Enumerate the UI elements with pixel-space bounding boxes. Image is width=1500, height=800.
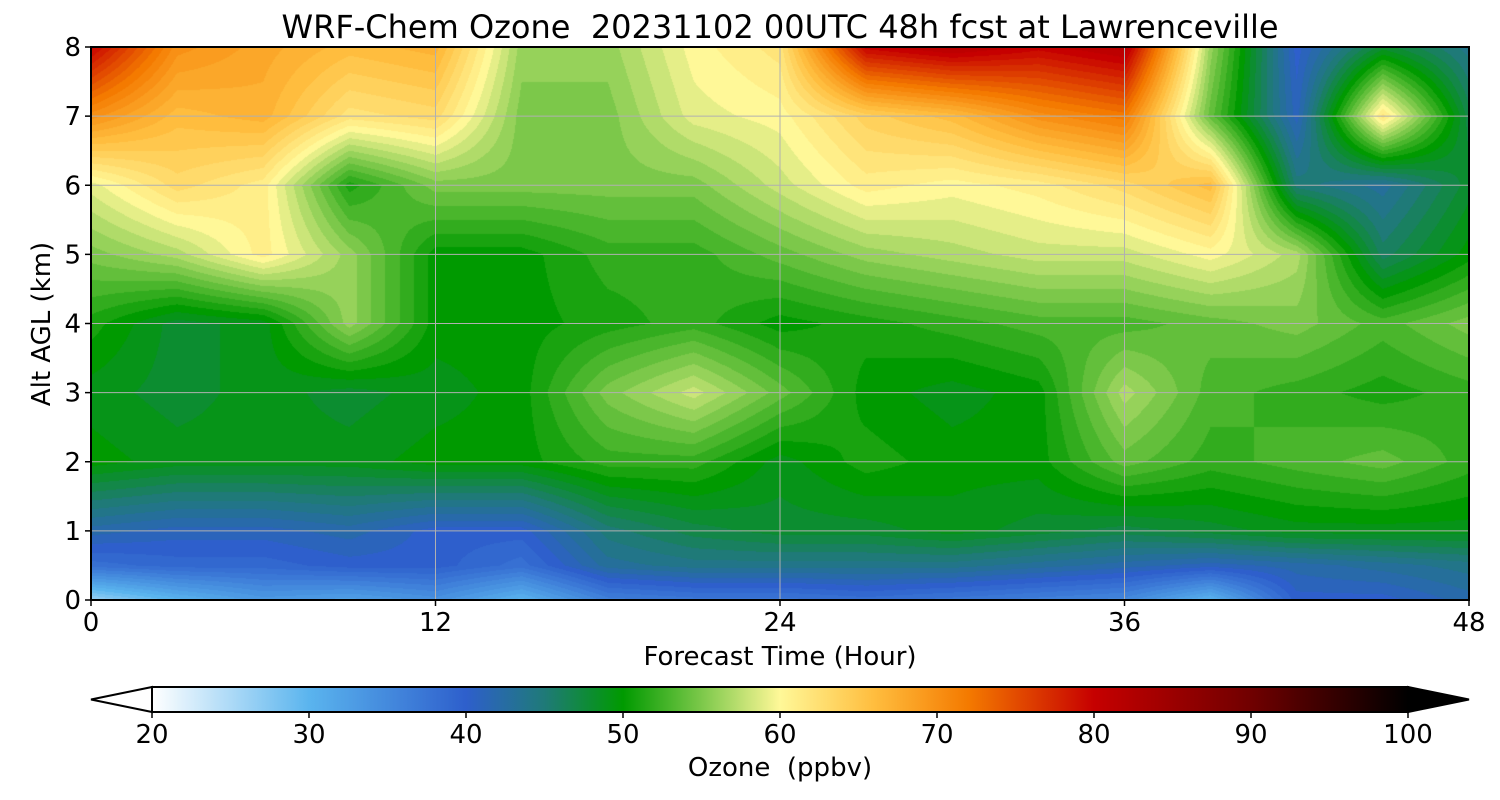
grid-lines: [91, 47, 1469, 600]
colorbar-tick-label: 70: [920, 720, 953, 750]
y-tick-label: 4: [64, 310, 81, 340]
y-tick-label: 6: [64, 171, 81, 201]
x-tick-label: 0: [83, 608, 100, 638]
colorbar: 20 30 40 50 60 70 80 90 100 Ozone (ppbv): [90, 685, 1470, 783]
y-axis-label: Alt AGL (km): [27, 242, 57, 406]
y-tick-label: 5: [64, 240, 81, 270]
x-axis-label: Forecast Time (Hour): [643, 642, 916, 672]
y-tick-label: 1: [64, 517, 81, 547]
x-tick-label: 24: [763, 608, 796, 638]
y-tick-label: 2: [64, 448, 81, 478]
colorbar-tick-label: 50: [606, 720, 639, 750]
colorbar-tick-label: 40: [449, 720, 482, 750]
y-tick-label: 0: [64, 586, 81, 616]
colorbar-body: [151, 686, 1409, 713]
y-tick-label: 8: [64, 33, 81, 63]
colorbar-extend-high: [1407, 685, 1470, 714]
x-tick-label: 12: [419, 608, 452, 638]
y-axis: 0 1 2 3 4 5 6 7 8: [64, 33, 91, 616]
y-tick-label: 3: [64, 379, 81, 409]
x-tick-label: 36: [1108, 608, 1141, 638]
colorbar-tick-label: 90: [1234, 720, 1267, 750]
colorbar-label: Ozone (ppbv): [688, 753, 872, 783]
x-tick-label: 48: [1452, 608, 1485, 638]
y-tick-label: 7: [64, 102, 81, 132]
chart-title: WRF-Chem Ozone 20231102 00UTC 48h fcst a…: [281, 8, 1278, 46]
colorbar-extend-low: [90, 685, 153, 714]
plot-area: [90, 46, 1470, 601]
colorbar-ticks: 20 30 40 50 60 70 80 90 100: [135, 712, 1433, 750]
colorbar-tick-label: 20: [135, 720, 168, 750]
colorbar-tick-label: 100: [1383, 720, 1433, 750]
colorbar-tick-label: 30: [292, 720, 325, 750]
colorbar-tick-label: 60: [763, 720, 796, 750]
colorbar-tick-label: 80: [1077, 720, 1110, 750]
x-axis: 0 12 24 36 48: [83, 600, 1486, 638]
